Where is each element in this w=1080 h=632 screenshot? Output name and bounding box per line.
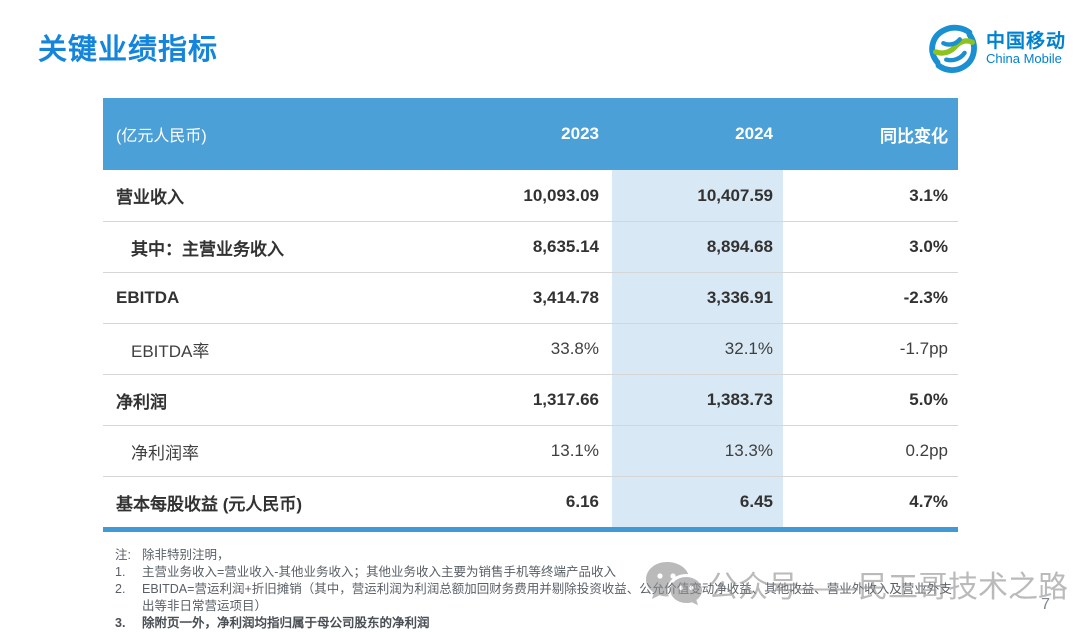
value-2024: 3,336.91: [612, 273, 783, 323]
header-col-2024: 2024: [735, 124, 773, 143]
value-2024: 10,407.59: [612, 170, 783, 221]
value-2024: 32.1%: [612, 324, 783, 374]
value-change: 5.0%: [909, 390, 948, 409]
page-title: 关键业绩指标: [38, 34, 219, 66]
table-row-service-revenue: 其中：主营业务收入 8,635.14 8,894.68 3.0%: [103, 221, 958, 272]
value-change: -1.7pp: [899, 339, 948, 358]
footnote-marker: 2.: [115, 582, 126, 596]
footnote-text: 主营业务收入=营业收入-其他业务收入；其他业务收入主要为销售手机等终端产品收入: [142, 565, 616, 579]
footnote-marker: 注:: [115, 548, 131, 562]
table-row-basic-eps: 基本每股收益 (元人民币) 6.16 6.45 4.7%: [103, 476, 958, 527]
footnote-text: 除非特别注明，: [142, 548, 230, 562]
footnote-1: 1. 主营业务收入=营业收入-其他业务收入；其他业务收入主要为销售手机等终端产品…: [115, 564, 963, 581]
logo-name-en: China Mobile: [985, 51, 1062, 67]
table-row-net-profit-margin: 净利润率 13.1% 13.3% 0.2pp: [103, 425, 958, 476]
footnote-marker: 1.: [115, 565, 126, 579]
row-label: EBITDA: [116, 288, 180, 307]
header-unit-label: (亿元人民币): [116, 128, 207, 145]
page-number: 7: [1041, 596, 1050, 613]
footnote-text: 除附页一外，净利润均指归属于母公司股东的净利润: [142, 616, 430, 630]
row-label: EBITDA率: [131, 341, 210, 361]
row-label: 净利润: [116, 392, 167, 412]
header-col-2023: 2023: [561, 124, 599, 143]
row-label: 其中：主营业务收入: [131, 239, 284, 259]
value-2023: 10,093.09: [523, 185, 599, 205]
value-change: 4.7%: [909, 492, 948, 511]
table-row-ebitda-margin: EBITDA率 33.8% 32.1% -1.7pp: [103, 323, 958, 374]
value-2023: 13.1%: [550, 441, 599, 460]
table-header-row: (亿元人民币) 2023 2024 同比变化: [103, 98, 958, 170]
value-2024: 6.45: [612, 477, 783, 527]
table-bottom-border: [103, 527, 958, 532]
footnote-intro: 注: 除非特别注明，: [115, 547, 963, 564]
value-2023: 1,317.66: [532, 390, 599, 409]
value-change: 3.1%: [909, 185, 948, 205]
footnote-text: EBITDA=营运利润+折旧摊销（其中，营运利润为利润总额加回财务费用并剔除投资…: [142, 582, 952, 613]
footnotes: 注: 除非特别注明， 1. 主营业务收入=营业收入-其他业务收入；其他业务收入主…: [115, 547, 963, 632]
footnote-2: 2. EBITDA=营运利润+折旧摊销（其中，营运利润为利润总额加回财务费用并剔…: [115, 581, 963, 615]
kpi-table: (亿元人民币) 2023 2024 同比变化 营业收入 10,093.09 10…: [103, 98, 958, 532]
value-change: 3.0%: [909, 237, 948, 256]
footnote-marker: 3.: [115, 616, 126, 630]
china-mobile-globe-icon: [929, 24, 977, 73]
value-2024: 13.3%: [612, 426, 783, 476]
table-row-operating-revenue: 营业收入 10,093.09 10,407.59 3.1%: [103, 170, 958, 221]
value-change: 0.2pp: [905, 441, 948, 460]
china-mobile-logo: 中国移动 China Mobile: [924, 20, 1066, 78]
value-2024: 8,894.68: [612, 222, 783, 272]
value-2024: 1,383.73: [612, 375, 783, 425]
value-2023: 8,635.14: [532, 237, 599, 256]
row-label: 营业收入: [116, 188, 184, 207]
row-label: 净利润率: [131, 443, 199, 463]
logo-name-cn: 中国移动: [985, 31, 1066, 53]
header-col-change: 同比变化: [880, 126, 948, 146]
footnote-3: 3. 除附页一外，净利润均指归属于母公司股东的净利润: [115, 615, 963, 632]
value-2023: 3,414.78: [532, 288, 599, 307]
value-2023: 33.8%: [550, 339, 599, 358]
row-label: 基本每股收益 (元人民币): [116, 494, 303, 514]
table-row-ebitda: EBITDA 3,414.78 3,336.91 -2.3%: [103, 272, 958, 323]
value-change: -2.3%: [903, 288, 948, 307]
table-row-net-profit: 净利润 1,317.66 1,383.73 5.0%: [103, 374, 958, 425]
value-2023: 6.16: [565, 492, 599, 511]
